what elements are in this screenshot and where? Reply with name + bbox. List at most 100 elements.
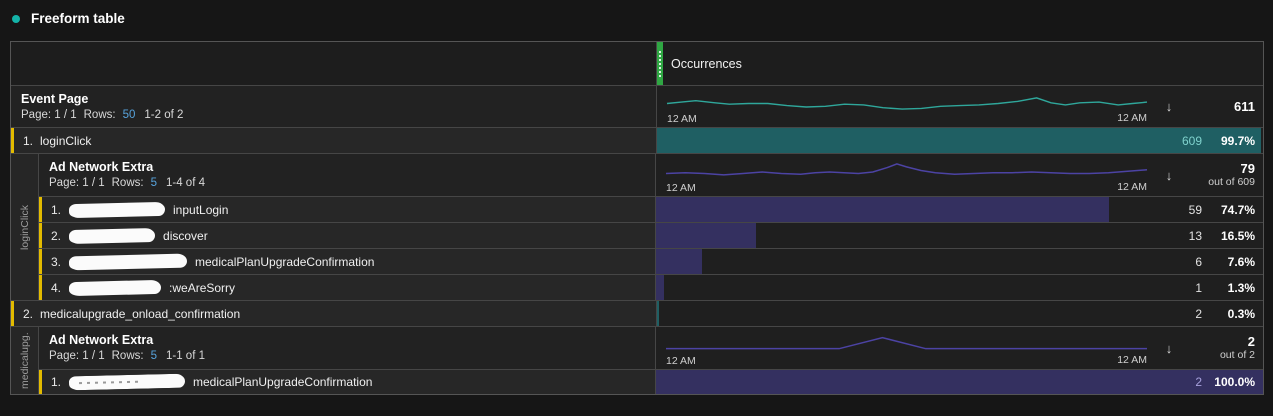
breakdown-summary-cell: 12 AM 12 AM ↓ 79 out of 609 <box>656 154 1263 196</box>
value-count: 2 <box>1195 375 1202 389</box>
breakdown-dimension-row: Ad Network Extra Page: 1 / 1 Rows: 5 1-1 of… <box>39 327 1263 369</box>
breakdown-row-4[interactable]: 4. :weAreSorry 1 1.3% <box>39 274 1263 300</box>
value-percent: 1.3% <box>1227 280 1255 295</box>
rows-count-link[interactable]: 50 <box>122 109 136 121</box>
breakdown-total: 79 <box>1240 161 1255 176</box>
redaction-scribble <box>68 253 188 270</box>
time-axis-start: 12 AM <box>667 113 697 125</box>
panel-header: Freeform table <box>0 0 1273 26</box>
value-percent: 7.6% <box>1227 254 1255 269</box>
time-axis-end: 12 AM <box>1117 354 1147 366</box>
row-label-cell[interactable]: 3. medicalPlanUpgradeConfirmation <box>39 249 656 274</box>
breakdown-header-cell: Ad Network Extra Page: 1 / 1 Rows: 5 1-4 of… <box>39 154 656 196</box>
breakdown-side-strip: medicalupg... <box>11 327 39 394</box>
rows-label: Rows: <box>111 350 144 362</box>
row-index: 2. <box>23 306 34 321</box>
sparkline-chart <box>667 93 1147 114</box>
pagination: Page: 1 / 1 Rows: 5 1-1 of 1 <box>49 349 655 364</box>
value-count: 609 <box>1181 133 1202 148</box>
value-percent: 100.0% <box>1214 375 1255 389</box>
breakdown-dimension-row: Ad Network Extra Page: 1 / 1 Rows: 5 1-4 of… <box>39 154 1263 196</box>
column-header-row: Occurrences <box>11 42 1263 85</box>
column-header-occurrences[interactable]: Occurrences <box>657 42 1263 85</box>
row-value-cell[interactable]: 2 100.0% <box>656 370 1263 394</box>
row-value-cell[interactable]: 59 74.7% <box>656 197 1263 222</box>
value-bar <box>656 370 1263 394</box>
value-percent: 16.5% <box>1220 228 1255 243</box>
row-label-cell[interactable]: 2. discover <box>39 223 656 248</box>
breakdown-total: 2 <box>1247 334 1255 349</box>
row-index: 2. <box>51 228 62 243</box>
value-bar <box>656 249 703 274</box>
sort-descending-icon[interactable]: ↓ <box>1165 340 1173 356</box>
row-value-cell[interactable]: 1 1.3% <box>656 275 1263 300</box>
panel-title: Freeform table <box>31 11 125 26</box>
page-indicator: Page: 1 / 1 <box>49 350 105 362</box>
breakdown-side-label: medicalupg... <box>18 332 31 389</box>
redaction-scribble <box>68 227 156 244</box>
breakdown-out-of: out of 609 <box>1208 176 1255 188</box>
redaction-scribble <box>68 373 186 391</box>
value-percent: 74.7% <box>1220 202 1255 217</box>
row-index: 4. <box>51 280 62 295</box>
breakdown-row-3[interactable]: 3. medicalPlanUpgradeConfirmation 6 7.6% <box>39 248 1263 274</box>
row-value-cell[interactable]: 2 0.3% <box>657 301 1263 326</box>
row-name: medicalPlanUpgradeConfirmation <box>193 375 373 389</box>
dimension-name: Ad Network Extra <box>49 160 154 174</box>
range-indicator: 1-4 of 4 <box>165 177 205 189</box>
pagination: Page: 1 / 1 Rows: 5 1-4 of 4 <box>49 176 655 191</box>
time-axis-end: 12 AM <box>1117 181 1147 193</box>
occurrences-sparkline: 12 AM 12 AM <box>656 327 1151 369</box>
range-indicator: 1-1 of 1 <box>165 350 205 362</box>
sparkline-chart <box>666 161 1147 183</box>
row-name: loginClick <box>40 133 92 148</box>
row-name: medicalupgrade_onload_confirmation <box>40 306 241 321</box>
value-bar <box>657 128 1262 153</box>
page-indicator: Page: 1 / 1 <box>21 109 77 121</box>
row-name: inputLogin <box>173 202 229 217</box>
breakdown-side-label: loginClick <box>18 204 31 250</box>
row-value-cell[interactable]: 609 99.7% <box>657 128 1263 153</box>
row-label-cell[interactable]: 4. :weAreSorry <box>39 275 656 300</box>
time-axis-start: 12 AM <box>666 355 696 367</box>
table-row-loginclick[interactable]: 1. loginClick 609 99.7% <box>11 127 1263 153</box>
event-page-header-cell: Event Page Page: 1 / 1 Rows: 50 1-2 of 2 <box>11 86 657 127</box>
rows-label: Rows: <box>111 177 144 189</box>
row-label-cell[interactable]: 1. loginClick <box>11 128 657 153</box>
occurrences-sparkline: 12 AM 12 AM <box>657 86 1151 127</box>
event-page-summary-cell: 12 AM 12 AM ↓ 611 <box>657 86 1263 127</box>
sort-descending-icon[interactable]: ↓ <box>1165 167 1173 183</box>
pagination: Page: 1 / 1 Rows: 50 1-2 of 2 <box>21 108 656 123</box>
rows-count-link[interactable]: 5 <box>150 350 157 362</box>
breakdown-out-of: out of 2 <box>1219 349 1255 361</box>
column-total: 611 <box>1234 98 1255 114</box>
row-name: discover <box>163 228 208 243</box>
sort-descending-icon[interactable]: ↓ <box>1165 99 1173 114</box>
row-value-cell[interactable]: 6 7.6% <box>656 249 1263 274</box>
value-percent: 0.3% <box>1227 306 1255 321</box>
row-label-cell[interactable]: 1. medicalPlanUpgradeConfirmation <box>39 370 656 394</box>
value-count: 59 <box>1188 202 1202 217</box>
range-indicator: 1-2 of 2 <box>144 109 184 121</box>
table-row-medicalupgrade[interactable]: 2. medicalupgrade_onload_confirmation 2 … <box>11 300 1263 326</box>
row-index: 1. <box>51 202 62 217</box>
breakdown-row-1[interactable]: 1. inputLogin 59 74.7% <box>39 196 1263 222</box>
breakdown-row-2[interactable]: 2. discover 13 16.5% <box>39 222 1263 248</box>
row-label-cell[interactable]: 2. medicalupgrade_onload_confirmation <box>11 301 657 326</box>
dimension-name: Ad Network Extra <box>49 333 154 347</box>
row-label-cell[interactable]: 1. inputLogin <box>39 197 656 222</box>
occurrences-sparkline: 12 AM 12 AM <box>656 154 1151 196</box>
value-bar <box>657 301 660 326</box>
redaction-scribble <box>68 201 166 218</box>
breakdown-medicalupgrade: medicalupg... Ad Network Extra Page: 1 /… <box>11 326 1263 394</box>
rows-count-link[interactable]: 5 <box>150 177 157 189</box>
breakdown-row-1[interactable]: 1. medicalPlanUpgradeConfirmation 2 100.… <box>39 369 1263 394</box>
value-bar <box>656 275 664 300</box>
time-axis-start: 12 AM <box>666 182 696 194</box>
column-drag-handle-icon[interactable] <box>657 42 663 85</box>
value-bar <box>656 223 757 248</box>
row-value-cell[interactable]: 13 16.5% <box>656 223 1263 248</box>
freeform-table: Occurrences Event Page Page: 1 / 1 Rows: 5… <box>10 41 1264 395</box>
time-axis-end: 12 AM <box>1117 112 1147 124</box>
